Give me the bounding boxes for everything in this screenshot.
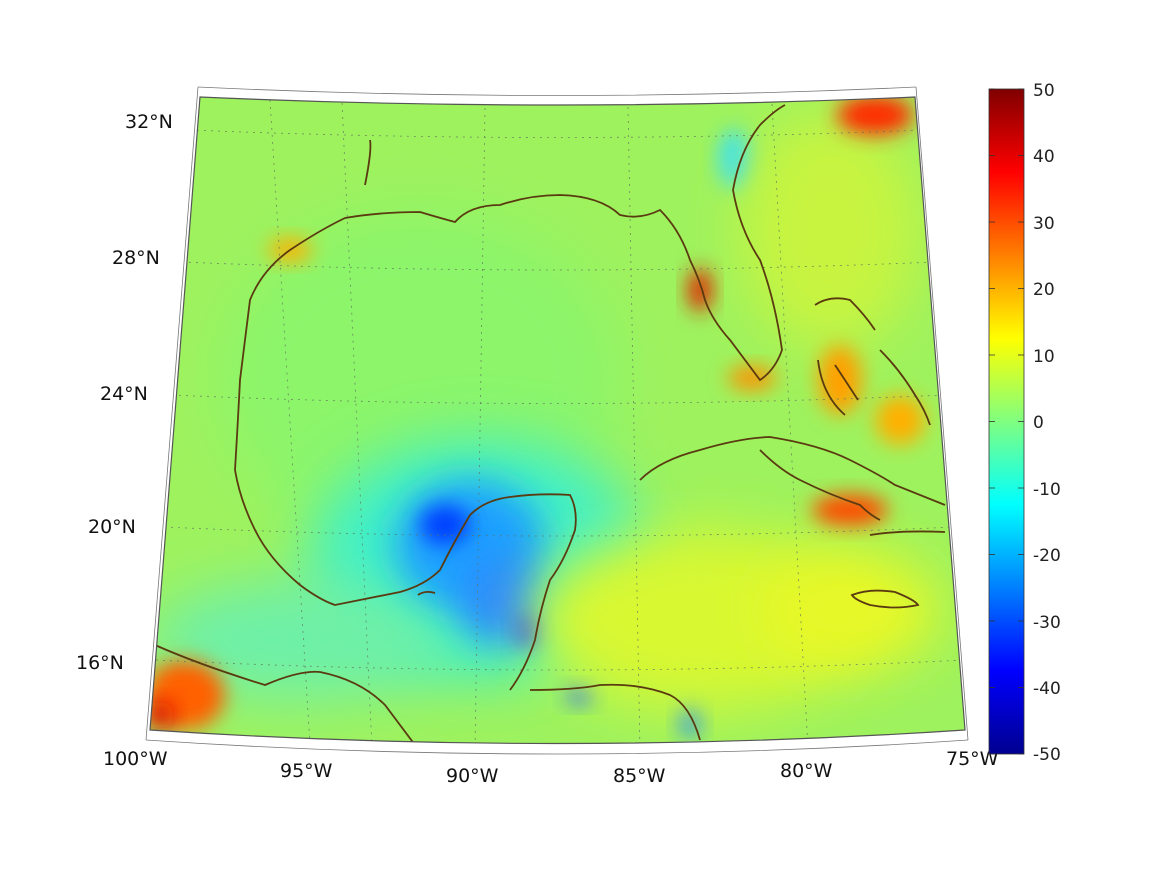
colorbar-tick-10: 10 <box>1033 347 1055 367</box>
colorbar-tick-30: 30 <box>1033 214 1055 234</box>
colorbar-tick-neg30: -30 <box>1033 613 1061 633</box>
colorbar-tick-neg40: -40 <box>1033 679 1061 699</box>
colorbar-tick-neg50: -50 <box>1033 745 1061 765</box>
lat-label-16n: 16°N <box>76 652 124 674</box>
lat-labels: 32°N 28°N 24°N 20°N 16°N <box>76 111 173 674</box>
colorbar-tick-0: 0 <box>1033 413 1044 433</box>
lat-label-20n: 20°N <box>88 516 136 538</box>
map-frame <box>149 96 966 745</box>
lon-label-90w: 90°W <box>446 765 499 787</box>
data-field <box>150 97 965 744</box>
lat-label-28n: 28°N <box>112 247 160 269</box>
colorbar-tick-50: 50 <box>1033 81 1055 101</box>
lon-label-80w: 80°W <box>780 760 833 782</box>
lat-label-24n: 24°N <box>100 383 148 405</box>
colorbar-tick-20: 20 <box>1033 280 1055 300</box>
colorbar-tick-neg10: -10 <box>1033 480 1061 500</box>
lon-labels: 100°W 95°W 90°W 85°W 80°W 75°W <box>103 748 999 787</box>
lon-label-85w: 85°W <box>613 765 666 787</box>
lon-label-100w: 100°W <box>103 748 168 770</box>
colorbar-tick-40: 40 <box>1033 147 1055 167</box>
lon-label-95w: 95°W <box>280 760 333 782</box>
colorbar-tick-neg20: -20 <box>1033 546 1061 566</box>
colorbar: 50 40 30 20 10 0 -10 -20 -30 -40 -50 <box>988 81 1061 765</box>
lon-label-75w: 75°W <box>946 748 999 770</box>
coastline <box>154 104 946 744</box>
lat-label-32n: 32°N <box>125 111 173 133</box>
